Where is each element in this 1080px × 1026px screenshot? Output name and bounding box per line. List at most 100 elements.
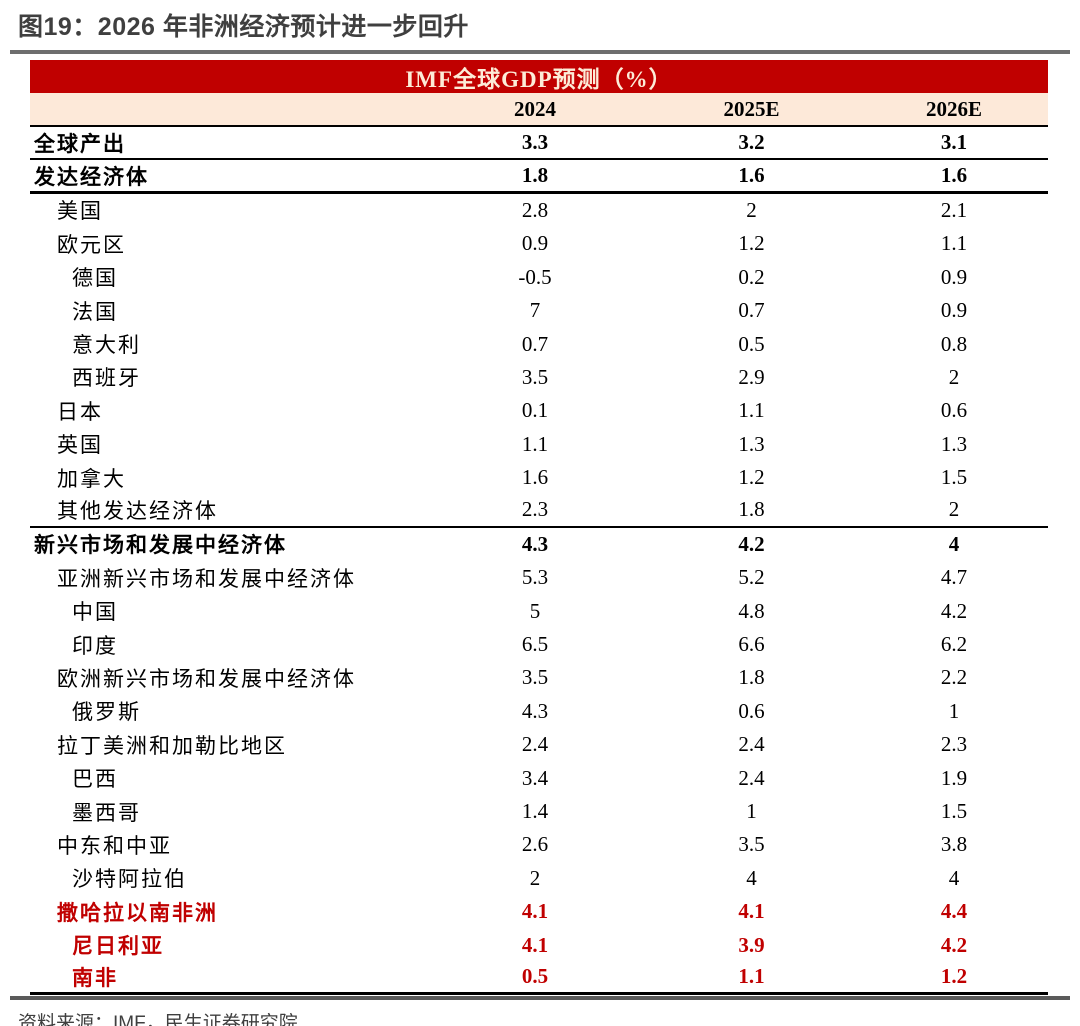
row-label: 日本 [57,399,103,424]
row-value: 4.1 [521,932,549,957]
table-row: 中国 5 4.8 4.2 [30,594,1048,627]
row-value: 2.6 [521,832,549,857]
row-value: 1.2 [738,465,765,490]
row-label: 德国 [72,266,118,291]
row-value: 2 [948,364,960,389]
row-value: 6.2 [940,632,968,657]
row-value: 1.9 [940,765,968,790]
row-label: 沙特阿拉伯 [72,867,187,892]
column-header-row: 2024 2025E 2026E [30,93,1048,127]
row-value: 0.2 [738,264,765,289]
table-title: IMF全球GDP预测（%） [405,66,673,92]
table-row: 发达经济体 1.8 1.6 1.6 [30,160,1048,194]
row-label: 中国 [72,600,118,625]
row-value: 2.9 [738,364,765,389]
table-row: 英国 1.1 1.3 1.3 [30,428,1048,461]
row-value: 0.9 [940,298,968,323]
table-row: 欧洲新兴市场和发展中经济体 3.5 1.8 2.2 [30,661,1048,694]
row-value: 4.2 [940,598,968,623]
row-value: 4.1 [521,899,549,924]
row-value: 7 [529,298,541,323]
row-label: 欧洲新兴市场和发展中经济体 [57,666,356,691]
row-value: 2 [746,197,757,222]
row-value: 4 [948,531,960,556]
table-row: 尼日利亚 4.1 3.9 4.2 [30,928,1048,961]
table-row: 亚洲新兴市场和发展中经济体 5.3 5.2 4.7 [30,561,1048,594]
table-row: 撒哈拉以南非洲 4.1 4.1 4.4 [30,895,1048,928]
row-value: -0.5 [518,264,552,289]
row-value: 3.5 [738,832,765,857]
row-label: 全球产出 [34,131,126,156]
table-body: 全球产出 3.3 3.2 3.1 发达经济体 1.8 1.6 1.6 美国 2.8 2 2.1 欧元区 0… [30,127,1048,996]
row-value: 2 [948,497,960,522]
row-label: 印度 [72,633,118,658]
row-value: 2.4 [521,732,549,757]
table-row: 西班牙 3.5 2.9 2 [30,361,1048,394]
row-value: 1.6 [521,465,549,490]
row-label: 新兴市场和发展中经济体 [34,533,287,558]
row-value: 3.4 [521,765,549,790]
table-row: 德国 -0.5 0.2 0.9 [30,261,1048,294]
row-value: 4 [746,865,757,890]
table-row: 法国 7 0.7 0.9 [30,294,1048,327]
row-value: 0.1 [521,398,549,423]
row-label: 其他发达经济体 [57,498,218,523]
row-value: 2.8 [521,197,549,222]
row-label: 拉丁美洲和加勒比地区 [57,733,287,758]
source-note: 资料来源：IMF，民生证券研究院 [18,1013,298,1026]
gdp-forecast-table: IMF全球GDP预测（%） 2024 2025E 2026E 全球产出 3.3 3.… [30,60,1048,996]
row-label: 欧元区 [57,232,126,257]
row-value: 2.1 [940,197,968,222]
table-row: 巴西 3.4 2.4 1.9 [30,761,1048,794]
row-value: 4.3 [521,698,549,723]
row-value: 5.2 [738,565,765,590]
table-row: 全球产出 3.3 3.2 3.1 [30,127,1048,161]
table-row: 南非 0.5 1.1 1.2 [30,962,1048,996]
column-header-2025e: 2025E [723,96,780,121]
row-label: 发达经济体 [34,164,149,189]
table-row: 加拿大 1.6 1.2 1.5 [30,461,1048,494]
row-value: 1.8 [738,497,765,522]
row-value: 4.1 [738,899,765,924]
table-row: 意大利 0.7 0.5 0.8 [30,327,1048,360]
row-label: 西班牙 [72,366,141,391]
row-value: 1.1 [738,964,765,989]
row-label: 俄罗斯 [72,700,141,725]
row-value: 5 [529,598,541,623]
row-value: 1.8 [521,163,549,188]
table-row: 其他发达经济体 2.3 1.8 2 [30,494,1048,528]
row-value: 3.1 [940,130,968,155]
row-label: 中东和中亚 [57,833,172,858]
row-value: 1.2 [940,964,968,989]
row-value: 2.2 [940,665,968,690]
row-value: 4.8 [738,598,765,623]
row-label: 撒哈拉以南非洲 [57,900,218,925]
row-value: 0.7 [521,331,549,356]
row-value: 0.8 [940,331,968,356]
row-value: 0.5 [738,331,765,356]
table-row: 拉丁美洲和加勒比地区 2.4 2.4 2.3 [30,728,1048,761]
row-value: 4.2 [738,531,765,556]
column-header-2026e: 2026E [925,96,982,121]
row-value: 4 [948,865,960,890]
row-label: 亚洲新兴市场和发展中经济体 [57,566,356,591]
bottom-divider [10,996,1070,1001]
row-value: 1.1 [521,431,549,456]
row-value: 1.6 [940,163,968,188]
column-header-2024: 2024 [514,96,556,121]
table-row: 中东和中亚 2.6 3.5 3.8 [30,828,1048,861]
row-value: 3.9 [738,932,765,957]
table-row: 新兴市场和发展中经济体 4.3 4.2 4 [30,528,1048,561]
row-label: 加拿大 [57,466,126,491]
figure-title: 图19：2026 年非洲经济预计进一步回升 [18,13,469,41]
row-value: 1.8 [738,665,765,690]
row-value: 6.5 [521,632,549,657]
row-label: 巴西 [72,767,118,792]
table-row: 美国 2.8 2 2.1 [30,194,1048,227]
row-value: 1.6 [738,163,765,188]
row-value: 3.2 [738,130,765,155]
row-value: 3.3 [521,130,549,155]
row-value: 4.2 [940,932,968,957]
table-row: 沙特阿拉伯 2 4 4 [30,862,1048,895]
